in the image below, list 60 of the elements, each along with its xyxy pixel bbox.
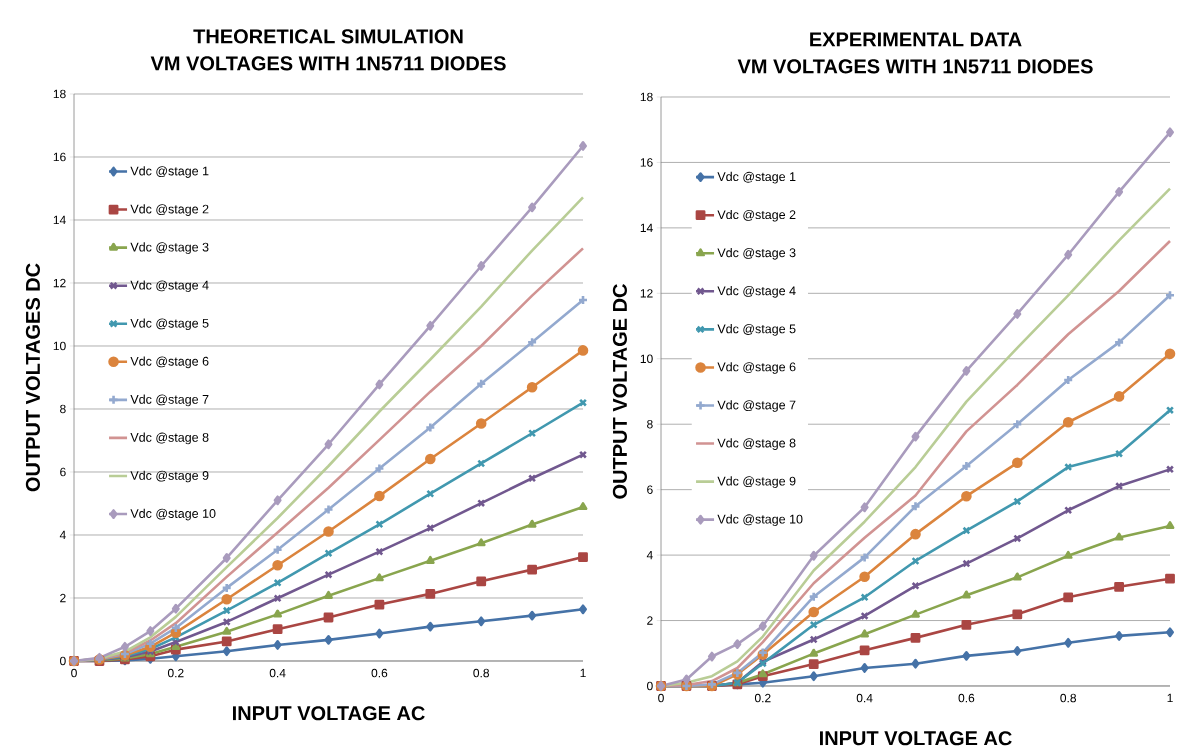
y-tick-label: 6	[647, 485, 653, 494]
y-tick-label: 0	[60, 656, 66, 666]
legend-label: Vdc @stage 7	[717, 400, 796, 412]
y-tick-label: 14	[640, 223, 653, 233]
x-tick-label: 0.4	[269, 668, 286, 678]
legend-label: Vdc @stage 6	[717, 362, 796, 374]
legend-label: Vdc @stage 4	[717, 286, 796, 298]
legend-label: Vdc @stage 8	[130, 432, 209, 445]
legend-label: Vdc @stage 2	[717, 209, 796, 222]
x-axis-title: INPUT VOLTAGE AC	[819, 731, 1012, 746]
y-tick-label: 16	[53, 152, 66, 162]
legend-label: Vdc @stage 10	[717, 514, 803, 527]
chart-subtitle: VM VOLTAGES WITH 1N5711 DIODES	[737, 59, 1093, 74]
y-tick-label: 0	[647, 681, 653, 691]
legend-label: Vdc @stage 5	[717, 324, 796, 336]
x-tick-label: 0.8	[1060, 693, 1077, 703]
x-tick-label: 0.2	[167, 668, 184, 678]
x-tick-label: 0	[71, 668, 77, 678]
chart-title: EXPERIMENTAL DATA	[810, 32, 1022, 47]
legend-label: Vdc @stage 9	[130, 470, 209, 483]
y-tick-label: 18	[53, 89, 66, 99]
y-tick-label: 10	[53, 341, 66, 351]
x-tick-label: 0.6	[958, 693, 975, 703]
y-tick-label: 8	[60, 404, 66, 414]
y-tick-label: 12	[640, 289, 653, 298]
x-tick-label: 0.6	[371, 668, 388, 678]
y-tick-label: 10	[640, 354, 653, 364]
y-tick-label: 4	[59, 530, 66, 540]
y-tick-label: 2	[60, 593, 66, 603]
legend-label: Vdc @stage 2	[130, 204, 209, 216]
y-axis-title: OUTPUT VOLTAGE DC	[612, 284, 627, 499]
legend-label: Vdc @stage 4	[130, 280, 209, 293]
x-tick-label: 0.8	[473, 668, 490, 678]
legend-label: Vdc @stage 6	[130, 356, 209, 369]
legend-label: Vdc @stage 1	[130, 166, 209, 178]
x-tick-label: 1	[580, 668, 586, 678]
legend-label: Vdc @stage 3	[717, 247, 796, 260]
x-tick-label: 0	[658, 693, 664, 703]
legend-label: Vdc @stage 9	[717, 476, 796, 488]
y-axis-title: OUTPUT VOLTAGES DC	[25, 263, 40, 492]
legend-label: Vdc @stage 7	[130, 394, 209, 407]
x-tick-label: 1	[1167, 693, 1173, 703]
x-tick-label: 0.4	[856, 693, 873, 703]
y-tick-label: 12	[53, 278, 66, 288]
y-tick-label: 18	[640, 92, 653, 102]
x-axis-title: INPUT VOLTAGE AC	[232, 706, 425, 721]
legend-label: Vdc @stage 8	[717, 438, 796, 450]
y-tick-label: 6	[60, 467, 66, 477]
y-tick-label: 8	[647, 419, 653, 429]
y-tick-label: 16	[640, 158, 653, 167]
legend-label: Vdc @stage 3	[130, 242, 209, 254]
chart-subtitle: VM VOLTAGES WITH 1N5711 DIODES	[150, 56, 506, 71]
legend-label: Vdc @stage 1	[717, 171, 796, 184]
y-tick-label: 2	[647, 616, 653, 625]
x-tick-label: 0.2	[754, 693, 771, 703]
legend-label: Vdc @stage 5	[130, 318, 209, 331]
y-tick-label: 14	[53, 215, 66, 225]
y-tick-label: 4	[646, 550, 653, 560]
legend-label: Vdc @stage 10	[130, 508, 216, 521]
chart-title: THEORETICAL SIMULATION	[193, 29, 463, 44]
